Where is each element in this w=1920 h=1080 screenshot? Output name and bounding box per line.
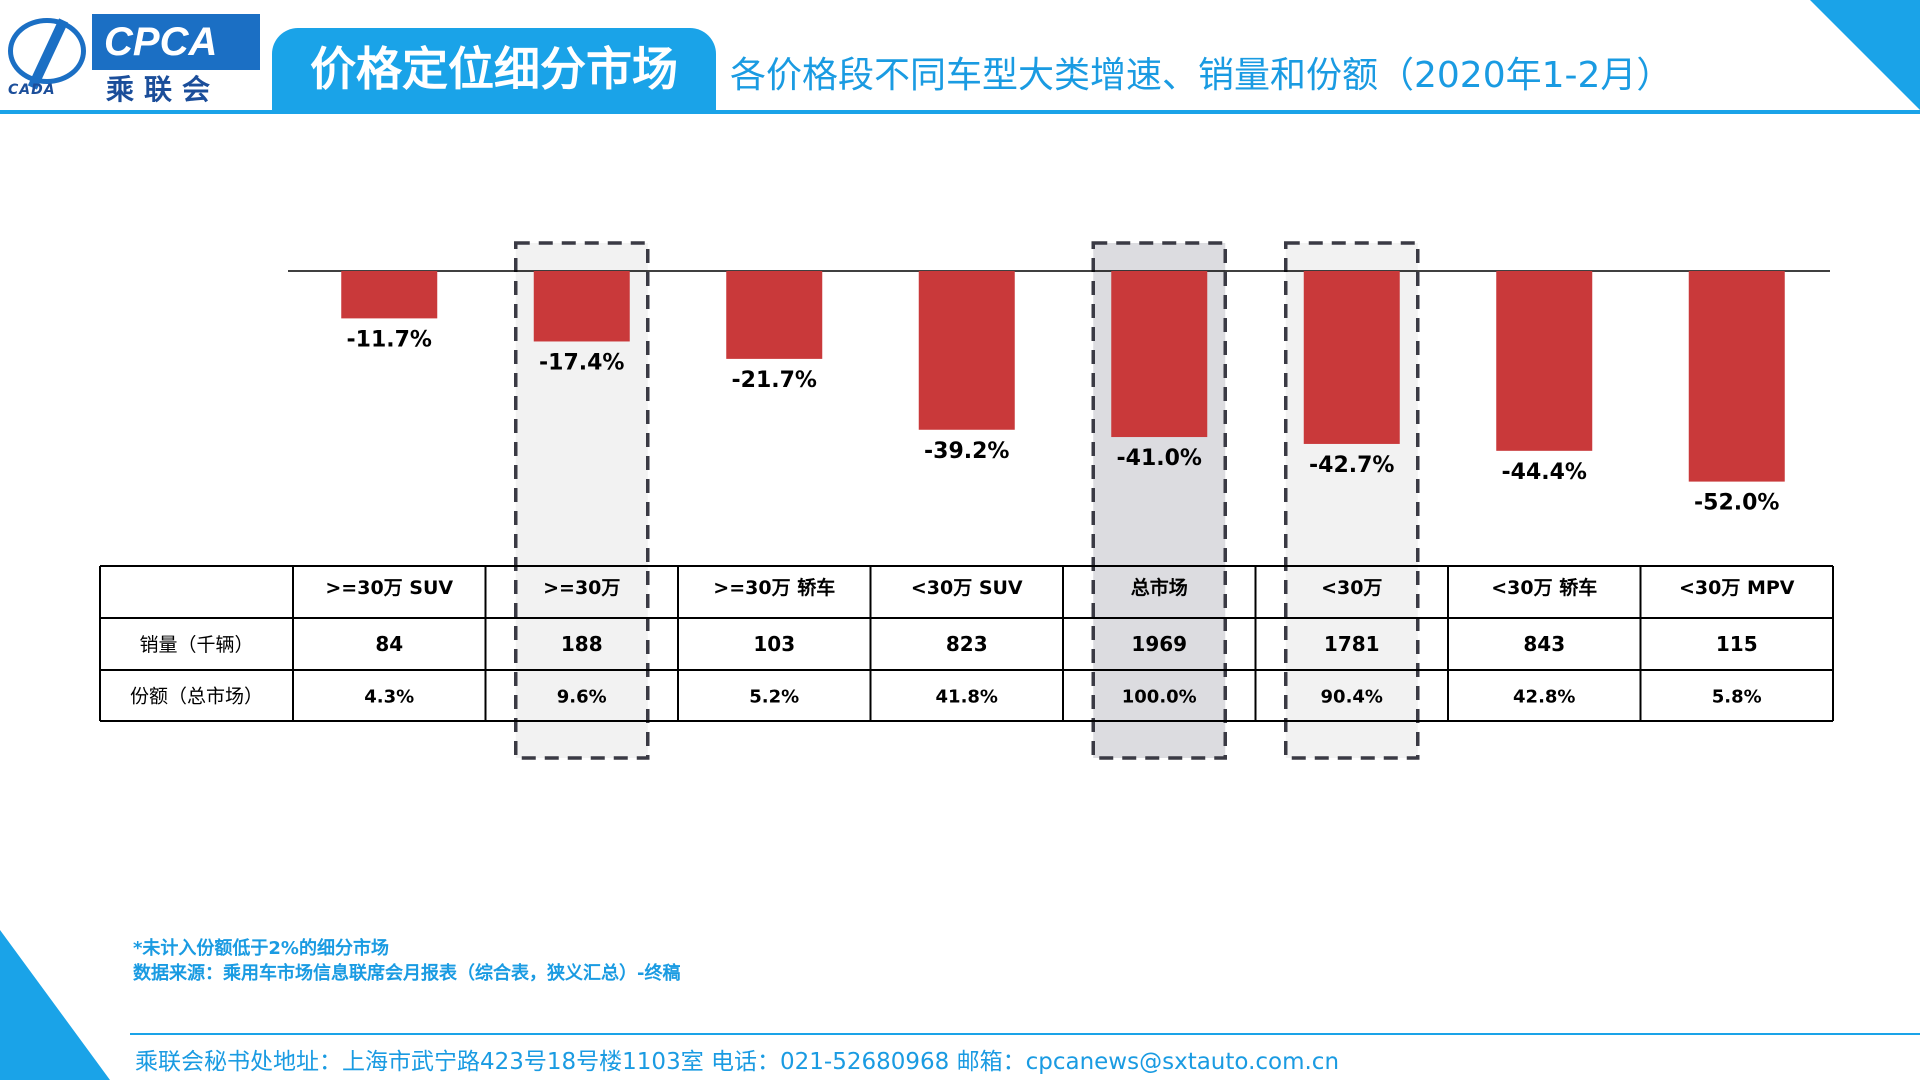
table-cell: 4.3% xyxy=(364,687,414,708)
bar xyxy=(341,271,438,319)
logo-sub-text: CADA xyxy=(8,82,56,98)
table-header-cell: >=30万 xyxy=(543,577,620,599)
bar xyxy=(918,271,1015,430)
globe-icon xyxy=(8,18,86,84)
bar xyxy=(1303,271,1400,444)
bar xyxy=(533,271,630,342)
bar-value-label: -42.7% xyxy=(1309,453,1394,478)
table-row-label: 份额（总市场） xyxy=(130,686,263,708)
corner-decoration xyxy=(1810,0,1920,110)
table-cell: 843 xyxy=(1523,632,1565,656)
table-row-label: 销量（千辆） xyxy=(139,634,253,656)
logo-text: CPCA xyxy=(104,20,218,64)
table-cell: 1969 xyxy=(1131,632,1187,656)
page-subtitle: 各价格段不同车型大类增速、销量和份额（2020年1-2月） xyxy=(730,55,1673,96)
bar-value-label: -41.0% xyxy=(1117,446,1202,471)
table-header-cell: >=30万 SUV xyxy=(325,577,453,599)
footer-divider xyxy=(130,1033,1920,1035)
table-cell: 42.8% xyxy=(1513,687,1575,708)
table-cell: 9.6% xyxy=(557,687,607,708)
table-cell: 188 xyxy=(561,632,603,656)
table-cell: 84 xyxy=(375,632,403,656)
logo-cn: 乘联会 xyxy=(106,73,221,106)
bar xyxy=(1496,271,1593,451)
bar-value-label: -17.4% xyxy=(539,350,624,375)
table-cell: 5.2% xyxy=(749,687,799,708)
table-header-cell: <30万 MPV xyxy=(1679,577,1795,599)
table-header-cell: <30万 SUV xyxy=(911,577,1023,599)
table-cell: 823 xyxy=(946,632,988,656)
bar-value-label: -21.7% xyxy=(732,368,817,393)
bar-value-label: -52.0% xyxy=(1694,491,1779,516)
bar xyxy=(726,271,823,359)
cpca-logo: CADA CPCA 乘联会 xyxy=(0,6,270,106)
footer-contact: 乘联会秘书处地址：上海市武宁路423号18号楼1103室 电话：021-5268… xyxy=(135,1049,1340,1075)
bar-value-label: -39.2% xyxy=(924,439,1009,464)
logo-box: CPCA xyxy=(92,14,260,70)
bar-value-label: -11.7% xyxy=(347,327,432,352)
table-cell: 5.8% xyxy=(1712,687,1762,708)
table-header-cell: <30万 轿车 xyxy=(1491,576,1597,599)
table-cell: 115 xyxy=(1716,632,1758,656)
page-title: 价格定位细分市场 xyxy=(272,28,716,112)
table-cell: 100.0% xyxy=(1122,687,1197,708)
table-cell: 41.8% xyxy=(936,687,998,708)
table-header-cell: <30万 xyxy=(1321,577,1382,599)
bar xyxy=(1688,271,1785,482)
table-header-cell: 总市场 xyxy=(1131,576,1188,599)
table-header-cell: >=30万 轿车 xyxy=(713,576,835,599)
table-cell: 103 xyxy=(753,632,795,656)
corner-decoration xyxy=(0,930,110,1080)
table-cell: 90.4% xyxy=(1321,687,1383,708)
header-divider xyxy=(0,110,1920,114)
note-line-1: *未计入份额低于2%的细分市场 xyxy=(133,938,389,959)
table-cell: 1781 xyxy=(1324,632,1380,656)
bar-value-label: -44.4% xyxy=(1502,460,1587,485)
bar xyxy=(1111,271,1208,438)
note-line-2: 数据来源：乘用车市场信息联席会月报表（综合表，狭义汇总）-终稿 xyxy=(133,963,681,984)
